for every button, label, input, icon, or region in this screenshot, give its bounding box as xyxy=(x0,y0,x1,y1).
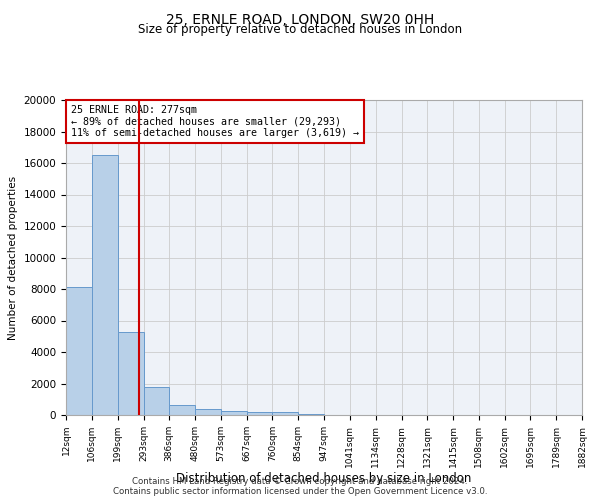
Bar xyxy=(221,410,247,415)
Bar xyxy=(143,386,169,415)
Bar xyxy=(272,412,298,415)
Text: 25, ERNLE ROAD, LONDON, SW20 0HH: 25, ERNLE ROAD, LONDON, SW20 0HH xyxy=(166,12,434,26)
Text: Contains public sector information licensed under the Open Government Licence v3: Contains public sector information licen… xyxy=(113,488,487,496)
Text: Contains HM Land Registry data © Crown copyright and database right 2024.: Contains HM Land Registry data © Crown c… xyxy=(132,478,468,486)
Bar xyxy=(298,414,324,415)
Text: Size of property relative to detached houses in London: Size of property relative to detached ho… xyxy=(138,22,462,36)
Bar xyxy=(169,405,195,415)
Bar xyxy=(195,410,221,415)
X-axis label: Distribution of detached houses by size in London: Distribution of detached houses by size … xyxy=(176,472,472,486)
Bar xyxy=(247,412,272,415)
Bar xyxy=(118,332,143,415)
Y-axis label: Number of detached properties: Number of detached properties xyxy=(8,176,18,340)
Bar xyxy=(92,155,118,415)
Text: 25 ERNLE ROAD: 277sqm
← 89% of detached houses are smaller (29,293)
11% of semi-: 25 ERNLE ROAD: 277sqm ← 89% of detached … xyxy=(71,104,359,138)
Bar xyxy=(66,288,92,415)
